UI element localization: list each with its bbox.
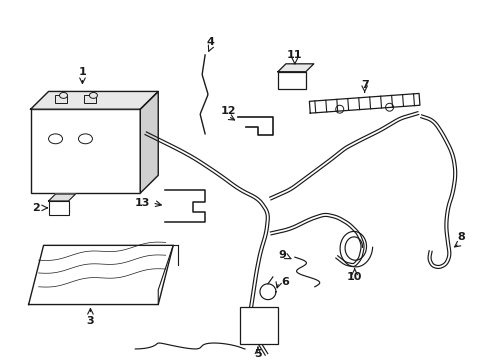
Text: 1: 1	[79, 67, 86, 77]
Text: 3: 3	[86, 316, 94, 326]
Ellipse shape	[60, 93, 67, 98]
Text: 12: 12	[220, 106, 235, 116]
Text: 4: 4	[206, 37, 214, 47]
Text: 9: 9	[277, 250, 285, 260]
Text: 2: 2	[32, 203, 40, 213]
Polygon shape	[48, 194, 75, 201]
Text: 13: 13	[134, 198, 150, 208]
Text: 8: 8	[457, 233, 464, 243]
Text: 10: 10	[346, 272, 362, 282]
Polygon shape	[31, 91, 158, 109]
Bar	[240, 306, 277, 344]
Polygon shape	[140, 91, 158, 193]
Bar	[84, 95, 96, 103]
Polygon shape	[29, 246, 173, 305]
Ellipse shape	[48, 134, 62, 144]
Text: 5: 5	[254, 349, 261, 359]
Text: 6: 6	[281, 277, 288, 287]
Text: 11: 11	[286, 50, 302, 60]
Bar	[277, 72, 305, 90]
Polygon shape	[309, 94, 419, 113]
Ellipse shape	[89, 93, 97, 98]
Ellipse shape	[78, 134, 92, 144]
Bar	[48, 201, 68, 215]
Text: 7: 7	[360, 80, 368, 90]
Bar	[31, 109, 140, 193]
Polygon shape	[277, 64, 313, 72]
Bar	[55, 95, 66, 103]
